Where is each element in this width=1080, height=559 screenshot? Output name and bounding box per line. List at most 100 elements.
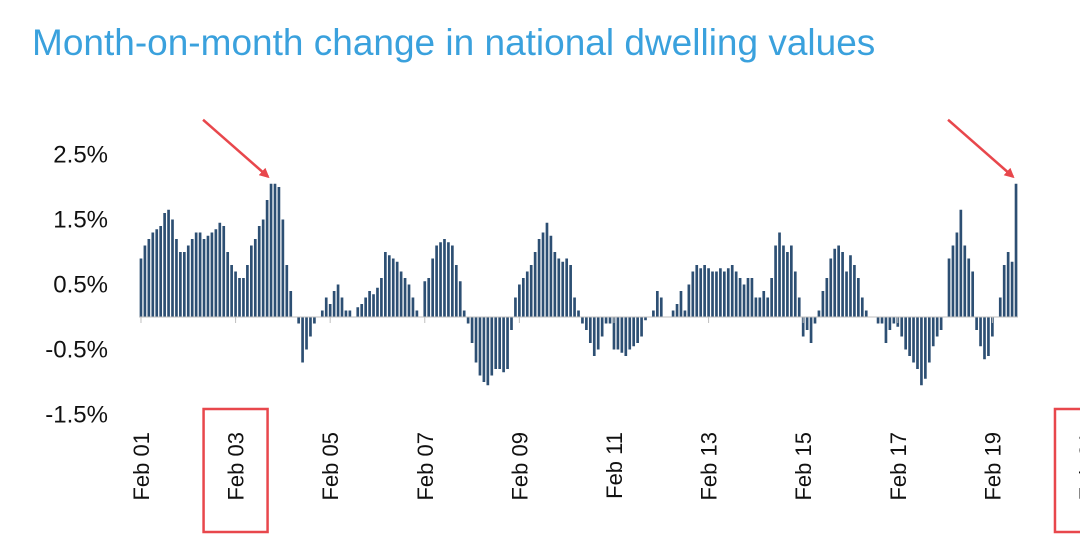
bar: [163, 213, 166, 317]
callout-arrow: [947, 118, 1015, 179]
bar: [202, 239, 206, 317]
bar: [947, 258, 951, 317]
callout-arrows: [202, 118, 1015, 179]
bar: [324, 297, 328, 317]
bar: [462, 310, 466, 317]
bar: [987, 317, 990, 356]
bar: [655, 291, 659, 317]
bar: [596, 317, 600, 350]
y-tick-label: 2.5%: [53, 142, 108, 169]
bar: [746, 278, 750, 317]
bar: [679, 291, 683, 317]
bar: [924, 317, 927, 379]
bar: [439, 242, 442, 317]
bar: [372, 294, 375, 317]
bar: [427, 278, 431, 317]
bar: [758, 297, 762, 317]
bar: [403, 278, 407, 317]
bar: [482, 317, 486, 382]
x-tick-label: Feb 01: [129, 432, 154, 501]
bar: [222, 226, 226, 317]
bar: [458, 281, 462, 317]
x-tick-label: Feb 21: [1075, 432, 1080, 501]
bar: [541, 232, 545, 317]
bar: [521, 278, 525, 317]
bar: [368, 291, 371, 317]
bar: [766, 297, 770, 317]
bar: [502, 317, 505, 373]
bar: [805, 317, 809, 330]
bar: [853, 265, 856, 317]
bar: [880, 317, 884, 324]
bar: [380, 278, 383, 317]
bar: [857, 278, 860, 317]
bar: [912, 317, 915, 363]
bar: [797, 297, 801, 317]
y-tick-label: 0.5%: [53, 272, 108, 299]
bar: [845, 271, 848, 317]
bar: [864, 310, 868, 317]
bar: [533, 252, 537, 317]
x-tick-label: Feb 07: [413, 432, 438, 501]
bar: [793, 271, 797, 317]
x-tick-label: Feb 13: [697, 432, 722, 501]
x-tick-label: Feb 09: [507, 432, 532, 501]
bar: [518, 284, 521, 317]
bar: [723, 271, 726, 317]
bar: [510, 317, 513, 330]
bar: [920, 317, 923, 386]
bar: [699, 268, 703, 317]
x-tick-label: Feb 17: [886, 432, 911, 501]
bar: [884, 317, 888, 343]
bar: [829, 258, 833, 317]
bar: [336, 284, 340, 317]
bar: [612, 317, 616, 350]
bar: [876, 317, 880, 324]
bar: [289, 291, 293, 317]
bar: [348, 310, 352, 317]
bar: [182, 252, 186, 317]
bar: [659, 297, 663, 317]
y-tick-label: -1.5%: [45, 402, 108, 429]
bar: [592, 317, 596, 356]
bar: [640, 317, 643, 337]
bar: [525, 271, 529, 317]
bar: [734, 271, 738, 317]
highlight-box: [1053, 407, 1080, 534]
bar: [411, 297, 415, 317]
bar: [813, 317, 817, 324]
bar: [691, 271, 695, 317]
bar: [167, 209, 170, 317]
bar: [246, 265, 249, 317]
bar: [305, 317, 308, 350]
bar: [545, 222, 549, 317]
bar: [218, 222, 222, 317]
bar: [159, 226, 163, 317]
bar: [604, 317, 608, 324]
bar: [979, 317, 982, 347]
bar: [297, 317, 300, 324]
y-tick-label: 1.5%: [53, 207, 108, 234]
x-tick-label: Feb 19: [980, 432, 1005, 501]
bar: [951, 245, 955, 317]
bar: [139, 258, 143, 317]
bar: [466, 317, 470, 324]
bar: [285, 265, 289, 317]
bar: [498, 317, 502, 369]
bar: [447, 242, 450, 317]
bar: [143, 245, 147, 317]
bar: [703, 265, 706, 317]
bar: [230, 265, 233, 317]
bar: [190, 239, 194, 317]
bar: [971, 271, 975, 317]
bar: [387, 255, 391, 317]
bar: [624, 317, 628, 356]
x-tick-label: Feb 05: [318, 432, 343, 501]
bar: [443, 239, 446, 317]
bar: [687, 284, 691, 317]
bar: [908, 317, 911, 356]
bar: [356, 307, 360, 317]
bar: [549, 235, 553, 317]
bar: [486, 317, 490, 386]
bar: [328, 304, 332, 317]
